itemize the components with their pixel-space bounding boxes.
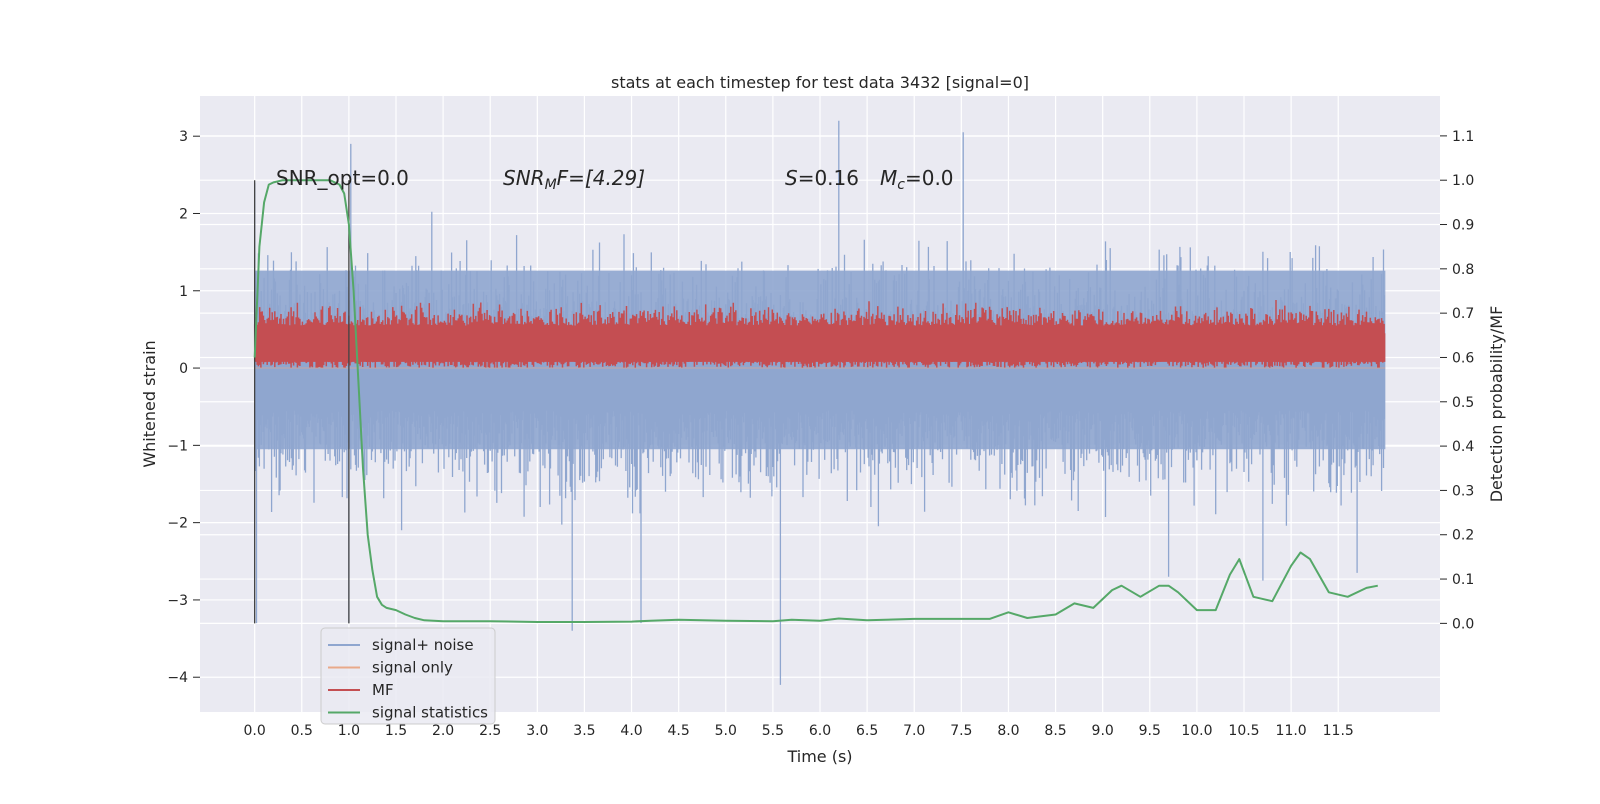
y2-tick-label: 0.8 — [1452, 262, 1474, 278]
x-tick-label: 2.0 — [432, 723, 454, 739]
annotation-mc-subscript: c — [897, 177, 905, 193]
x-tick-label: 4.5 — [668, 723, 690, 739]
y2-tick-label: 1.0 — [1452, 173, 1474, 189]
y2-tick-label: 0.5 — [1452, 395, 1474, 411]
y-tick-label: −4 — [167, 670, 188, 686]
x-tick-label: 4.0 — [620, 723, 642, 739]
x-tick-label: 11.5 — [1323, 723, 1354, 739]
y-tick-label: −3 — [167, 593, 188, 609]
x-tick-label: 7.5 — [950, 723, 972, 739]
y2-tick-label: 0.9 — [1452, 218, 1474, 234]
y-tick-label: 0 — [179, 361, 188, 377]
signal-statistics-line — [253, 179, 1378, 623]
y2-tick-label: 0.7 — [1452, 306, 1474, 322]
annotation-snr-mf-subscript: M — [545, 177, 557, 193]
annotation-snr-mf: SNRMF=[4.29] — [503, 166, 645, 193]
x-tick-label: 8.0 — [997, 723, 1019, 739]
y-tick-label: −2 — [167, 516, 188, 532]
y2-tick-label: 1.1 — [1452, 129, 1474, 145]
x-tick-label: 3.5 — [573, 723, 595, 739]
x-tick-label: 6.0 — [809, 723, 831, 739]
x-tick-label: 0.0 — [244, 723, 266, 739]
x-tick-label: 5.5 — [762, 723, 784, 739]
chart-title: stats at each timestep for test data 343… — [611, 73, 1029, 92]
y2-tick-label: 0.6 — [1452, 350, 1474, 366]
x-tick-label: 3.0 — [526, 723, 548, 739]
annotation-snr-mf-value: F=[4.29] — [557, 166, 645, 190]
vertical-markers — [254, 180, 350, 624]
annotation-s-value: =0.16 — [798, 166, 859, 190]
y-axis-ticks: 3 2 1 0 −1 −2 −3 −4 — [167, 129, 200, 686]
y2-tick-label: 0.0 — [1452, 616, 1474, 632]
x-axis-label: Time (s) — [786, 747, 852, 766]
legend-label: signal statistics — [372, 704, 488, 722]
x-tick-label: 1.5 — [385, 723, 407, 739]
x-tick-label: 8.5 — [1044, 723, 1066, 739]
x-tick-label: 2.5 — [479, 723, 501, 739]
x-tick-label: 11.0 — [1276, 723, 1307, 739]
x-tick-label: 1.0 — [338, 723, 360, 739]
y2-tick-label: 0.3 — [1452, 483, 1474, 499]
legend: signal+ noise signal only MF signal statist… — [320, 627, 496, 725]
x-tick-label: 0.5 — [291, 723, 313, 739]
annotation-mc-symbol: M — [880, 166, 897, 190]
annotation-s: S=0.16 — [785, 166, 859, 190]
y2-tick-label: 0.4 — [1452, 439, 1474, 455]
legend-box — [320, 627, 496, 725]
annotation-snr-mf-symbol: SNR — [503, 166, 545, 190]
y-tick-label: 2 — [179, 206, 188, 222]
x-axis-ticks: 0.0 0.5 1.0 1.5 2.0 2.5 3.0 3.5 4.0 4.5 5.0 5.5 6.0 6… — [244, 723, 1354, 739]
right-y-axis-ticks: 1.1 1.0 0.9 0.8 0.7 0.6 0.5 0.4 0.3 0.2 0.1 0.0 — [1440, 129, 1474, 632]
y-tick-label: −1 — [167, 438, 188, 454]
legend-label: signal+ noise — [372, 636, 474, 654]
y-axis-label: Whitened strain — [140, 340, 159, 467]
x-tick-label: 6.5 — [856, 723, 878, 739]
x-tick-label: 9.5 — [1139, 723, 1161, 739]
right-y-axis-label: Detection probability/MF — [1487, 306, 1506, 503]
y-tick-label: 3 — [179, 129, 188, 145]
legend-label: MF — [372, 681, 394, 699]
annotation-mc-value: =0.0 — [905, 166, 954, 190]
x-tick-label: 7.0 — [903, 723, 925, 739]
x-tick-label: 9.0 — [1092, 723, 1114, 739]
legend-label: signal only — [372, 659, 453, 677]
x-tick-label: 5.0 — [715, 723, 737, 739]
annotation-s-symbol: S — [785, 166, 798, 190]
y2-tick-label: 0.2 — [1452, 528, 1474, 544]
annotation-snr-opt: SNR_opt=0.0 — [276, 166, 409, 190]
y2-tick-label: 0.1 — [1452, 572, 1474, 588]
series-signal-statistics — [253, 179, 1378, 623]
y-tick-label: 1 — [179, 284, 188, 300]
annotation-mc: Mc=0.0 — [880, 166, 954, 193]
x-tick-label: 10.5 — [1228, 723, 1259, 739]
x-tick-label: 10.0 — [1181, 723, 1212, 739]
